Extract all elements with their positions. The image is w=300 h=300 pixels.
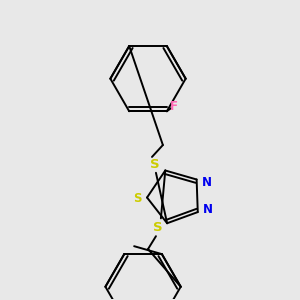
Text: N: N bbox=[202, 176, 212, 189]
Text: S: S bbox=[133, 192, 141, 205]
Text: N: N bbox=[203, 202, 213, 216]
Text: S: S bbox=[150, 158, 160, 171]
Text: S: S bbox=[153, 221, 163, 234]
Text: F: F bbox=[170, 100, 178, 113]
